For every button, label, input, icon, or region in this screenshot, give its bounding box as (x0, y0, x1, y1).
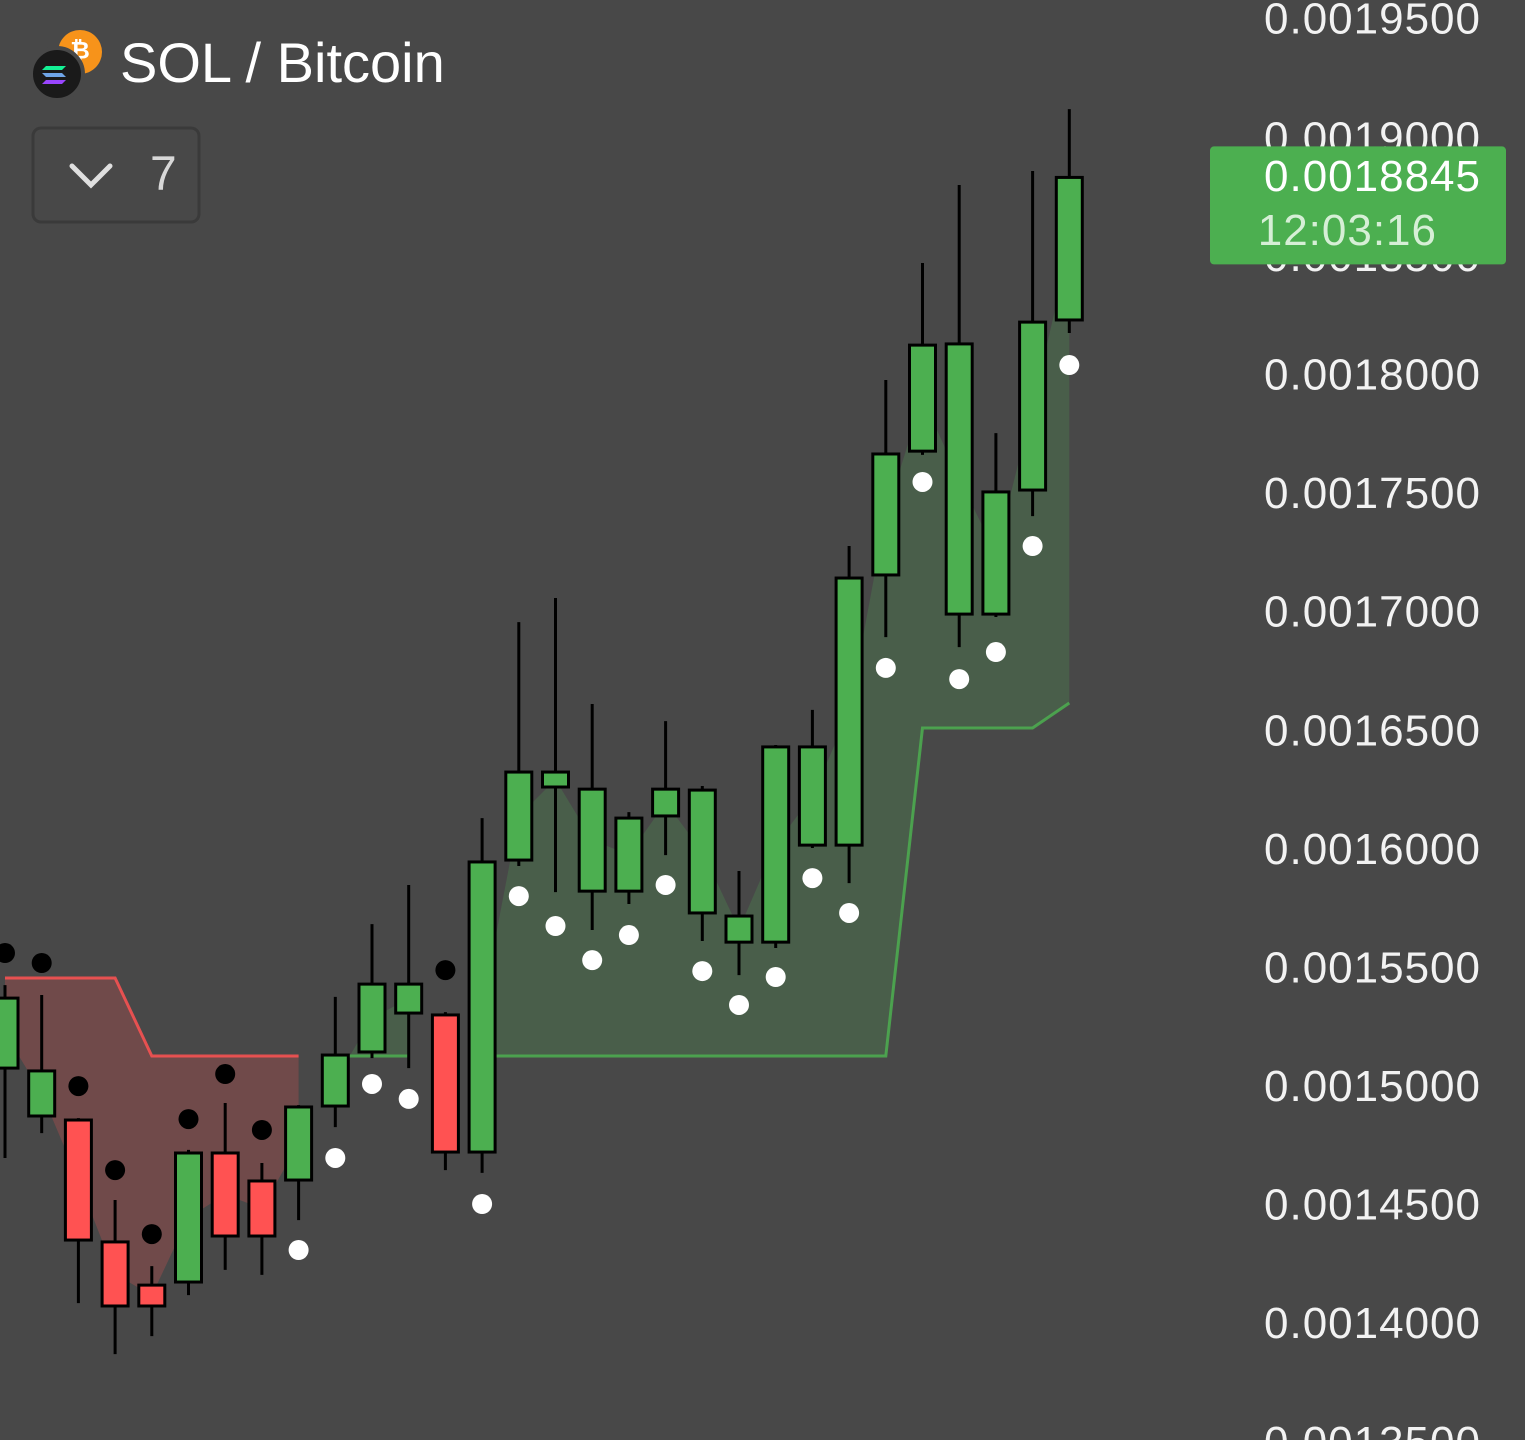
candle-body (834, 576, 864, 847)
candle-body (908, 343, 937, 453)
sar-dot (325, 1147, 346, 1168)
sar-dot (1022, 536, 1043, 557)
sar-dot (765, 966, 786, 987)
candle-body (797, 745, 827, 847)
sar-dot (215, 1064, 236, 1085)
sar-dot (985, 642, 1006, 663)
price-axis: 0.00195000.00190000.00185000.00180000.00… (1264, 0, 1481, 1440)
sar-dot (545, 916, 566, 937)
symbol-icon: ₿ (29, 30, 102, 102)
candle-body (247, 1179, 277, 1238)
candle-body (761, 745, 791, 944)
sar-dot (875, 657, 896, 678)
y-tick-label: 0.0019500 (1264, 0, 1481, 44)
solana-stripe (42, 66, 66, 70)
sar-dot (435, 960, 456, 981)
sar-dot (1059, 355, 1080, 376)
sar-dot (692, 961, 713, 982)
sar-dot (251, 1119, 272, 1140)
candle-body (320, 1053, 350, 1108)
candle-body (724, 914, 754, 944)
candle-body (504, 770, 534, 862)
y-tick-label: 0.0014000 (1264, 1299, 1481, 1348)
candle-body (394, 982, 424, 1015)
candle-body (944, 342, 974, 616)
sar-dot (912, 471, 933, 492)
sar-dot (472, 1193, 493, 1214)
interval-label: 7 (150, 148, 177, 201)
candle-body (284, 1105, 314, 1182)
candle-body (100, 1240, 130, 1308)
sar-dot (105, 1160, 126, 1181)
candle-body (614, 816, 644, 893)
y-tick-label: 0.0013500 (1264, 1418, 1481, 1440)
sar-dot (618, 925, 639, 946)
y-tick-label: 0.0016500 (1264, 706, 1481, 755)
sar-dot (839, 902, 860, 923)
y-tick-label: 0.0018000 (1264, 350, 1481, 399)
countdown: 12:03:16 (1258, 206, 1437, 255)
supertrend-line (5, 976, 299, 1058)
sar-dot (655, 874, 676, 895)
sar-dot (949, 669, 970, 690)
candle-body (651, 787, 681, 818)
candle-body (174, 1151, 203, 1284)
candle-body (63, 1118, 93, 1242)
sar-dot (508, 886, 529, 907)
y-tick-label: 0.0016000 (1264, 825, 1481, 874)
candle-body (577, 787, 607, 893)
solana-stripe (42, 80, 66, 84)
solana-stripe (42, 73, 66, 77)
sar-dot (362, 1073, 382, 1094)
sar-dot (288, 1240, 309, 1261)
plot-area (0, 109, 1084, 1355)
y-tick-label: 0.0015500 (1264, 943, 1481, 992)
sar-dot (398, 1088, 419, 1109)
sar-dot (582, 950, 603, 971)
y-tick-label: 0.0014500 (1264, 1181, 1481, 1230)
candle-body (981, 490, 1011, 616)
candle-body (871, 452, 901, 577)
price-tag-box (1210, 146, 1506, 265)
sar-dot (31, 953, 52, 974)
candle-body (210, 1151, 240, 1238)
y-tick-label: 0.0015000 (1264, 1062, 1481, 1111)
candle-body (137, 1283, 167, 1308)
sar-dot (729, 994, 749, 1015)
sar-dot (141, 1224, 162, 1245)
candle-body (430, 1013, 460, 1154)
supertrend-line (482, 701, 1071, 1058)
chart-title: SOL / Bitcoin (120, 31, 445, 94)
y-tick-label: 0.0017500 (1264, 469, 1481, 518)
sar-dot (68, 1076, 89, 1097)
candle-body (0, 996, 20, 1070)
chevron-icon (69, 163, 113, 189)
dropdown-box[interactable] (31, 126, 201, 224)
candle-body (687, 788, 717, 915)
candle-body (541, 770, 570, 789)
candle-body (1054, 175, 1084, 322)
sar-dot (178, 1109, 199, 1130)
candle-body (467, 860, 497, 1154)
candle-body (357, 982, 387, 1054)
interval-dropdown[interactable]: 7 (31, 126, 201, 224)
candle-body (27, 1069, 57, 1118)
sar-dot (802, 868, 823, 889)
last-price: 0.0018845 (1264, 152, 1481, 201)
price-tag: 0.0018845 12:03:16 (1210, 146, 1506, 265)
sar-dot (0, 943, 15, 964)
y-tick-label: 0.0017000 (1264, 588, 1481, 637)
candle-body (1018, 320, 1048, 492)
